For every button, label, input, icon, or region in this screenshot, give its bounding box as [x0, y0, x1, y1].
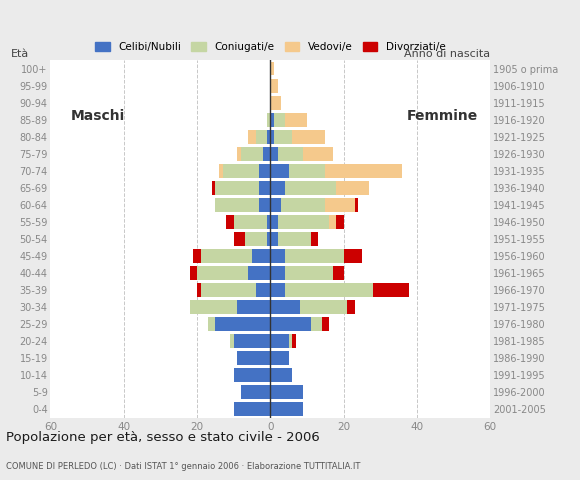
- Bar: [303, 147, 332, 161]
- Bar: [237, 351, 270, 365]
- Bar: [219, 164, 223, 178]
- Bar: [329, 215, 336, 229]
- Text: Popolazione per età, sesso e stato civile - 2006: Popolazione per età, sesso e stato civil…: [6, 431, 320, 444]
- Bar: [285, 113, 307, 127]
- Bar: [267, 113, 270, 127]
- Bar: [285, 181, 336, 195]
- Bar: [270, 61, 274, 75]
- Bar: [278, 215, 329, 229]
- Bar: [270, 368, 292, 382]
- Bar: [208, 317, 215, 331]
- Bar: [310, 317, 321, 331]
- Bar: [270, 266, 285, 280]
- Text: Maschi: Maschi: [71, 109, 125, 123]
- Bar: [197, 283, 201, 297]
- Bar: [270, 130, 274, 144]
- Bar: [212, 181, 215, 195]
- Bar: [285, 283, 373, 297]
- Bar: [354, 198, 358, 212]
- Bar: [201, 249, 252, 263]
- Bar: [332, 266, 343, 280]
- Text: Età: Età: [11, 49, 29, 60]
- Bar: [270, 334, 289, 348]
- Text: Anno di nascita: Anno di nascita: [404, 49, 490, 60]
- Bar: [252, 249, 270, 263]
- Bar: [336, 181, 369, 195]
- Bar: [289, 164, 325, 178]
- Bar: [373, 283, 409, 297]
- Bar: [270, 79, 278, 93]
- Bar: [237, 147, 241, 161]
- Bar: [336, 215, 343, 229]
- Bar: [270, 351, 289, 365]
- Bar: [300, 300, 347, 314]
- Bar: [347, 300, 354, 314]
- Bar: [270, 215, 278, 229]
- Bar: [245, 232, 267, 246]
- Bar: [267, 232, 270, 246]
- Bar: [248, 130, 256, 144]
- Bar: [259, 198, 270, 212]
- Bar: [310, 232, 318, 246]
- Bar: [289, 334, 292, 348]
- Bar: [270, 402, 303, 416]
- Bar: [325, 198, 354, 212]
- Bar: [215, 181, 259, 195]
- Text: COMUNE DI PERLEDO (LC) · Dati ISTAT 1° gennaio 2006 · Elaborazione TUTTITALIA.IT: COMUNE DI PERLEDO (LC) · Dati ISTAT 1° g…: [6, 462, 360, 471]
- Bar: [230, 334, 234, 348]
- Bar: [190, 300, 237, 314]
- Bar: [201, 283, 256, 297]
- Bar: [270, 232, 278, 246]
- Bar: [256, 283, 270, 297]
- Bar: [234, 368, 270, 382]
- Bar: [270, 113, 274, 127]
- Bar: [259, 181, 270, 195]
- Bar: [292, 130, 325, 144]
- Legend: Celibi/Nubili, Coniugati/e, Vedovi/e, Divorziati/e: Celibi/Nubili, Coniugati/e, Vedovi/e, Di…: [95, 42, 445, 52]
- Bar: [267, 130, 270, 144]
- Bar: [215, 198, 259, 212]
- Bar: [267, 215, 270, 229]
- Bar: [285, 266, 332, 280]
- Bar: [321, 317, 329, 331]
- Bar: [278, 232, 310, 246]
- Bar: [274, 113, 285, 127]
- Bar: [285, 249, 343, 263]
- Bar: [270, 385, 303, 399]
- Bar: [325, 164, 402, 178]
- Bar: [343, 249, 362, 263]
- Bar: [270, 300, 300, 314]
- Bar: [256, 130, 267, 144]
- Bar: [241, 385, 270, 399]
- Bar: [278, 147, 303, 161]
- Bar: [190, 266, 197, 280]
- Bar: [270, 96, 281, 109]
- Bar: [193, 249, 201, 263]
- Bar: [248, 266, 270, 280]
- Text: Femmine: Femmine: [407, 109, 478, 123]
- Bar: [270, 249, 285, 263]
- Bar: [263, 147, 270, 161]
- Bar: [226, 215, 234, 229]
- Bar: [237, 300, 270, 314]
- Bar: [234, 334, 270, 348]
- Bar: [270, 283, 285, 297]
- Bar: [270, 181, 285, 195]
- Bar: [234, 232, 245, 246]
- Bar: [234, 215, 267, 229]
- Bar: [197, 266, 248, 280]
- Bar: [259, 164, 270, 178]
- Bar: [270, 198, 281, 212]
- Bar: [223, 164, 259, 178]
- Bar: [292, 334, 296, 348]
- Bar: [270, 147, 278, 161]
- Bar: [270, 317, 310, 331]
- Bar: [215, 317, 270, 331]
- Bar: [274, 130, 292, 144]
- Bar: [241, 147, 263, 161]
- Bar: [270, 164, 289, 178]
- Bar: [281, 198, 325, 212]
- Bar: [234, 402, 270, 416]
